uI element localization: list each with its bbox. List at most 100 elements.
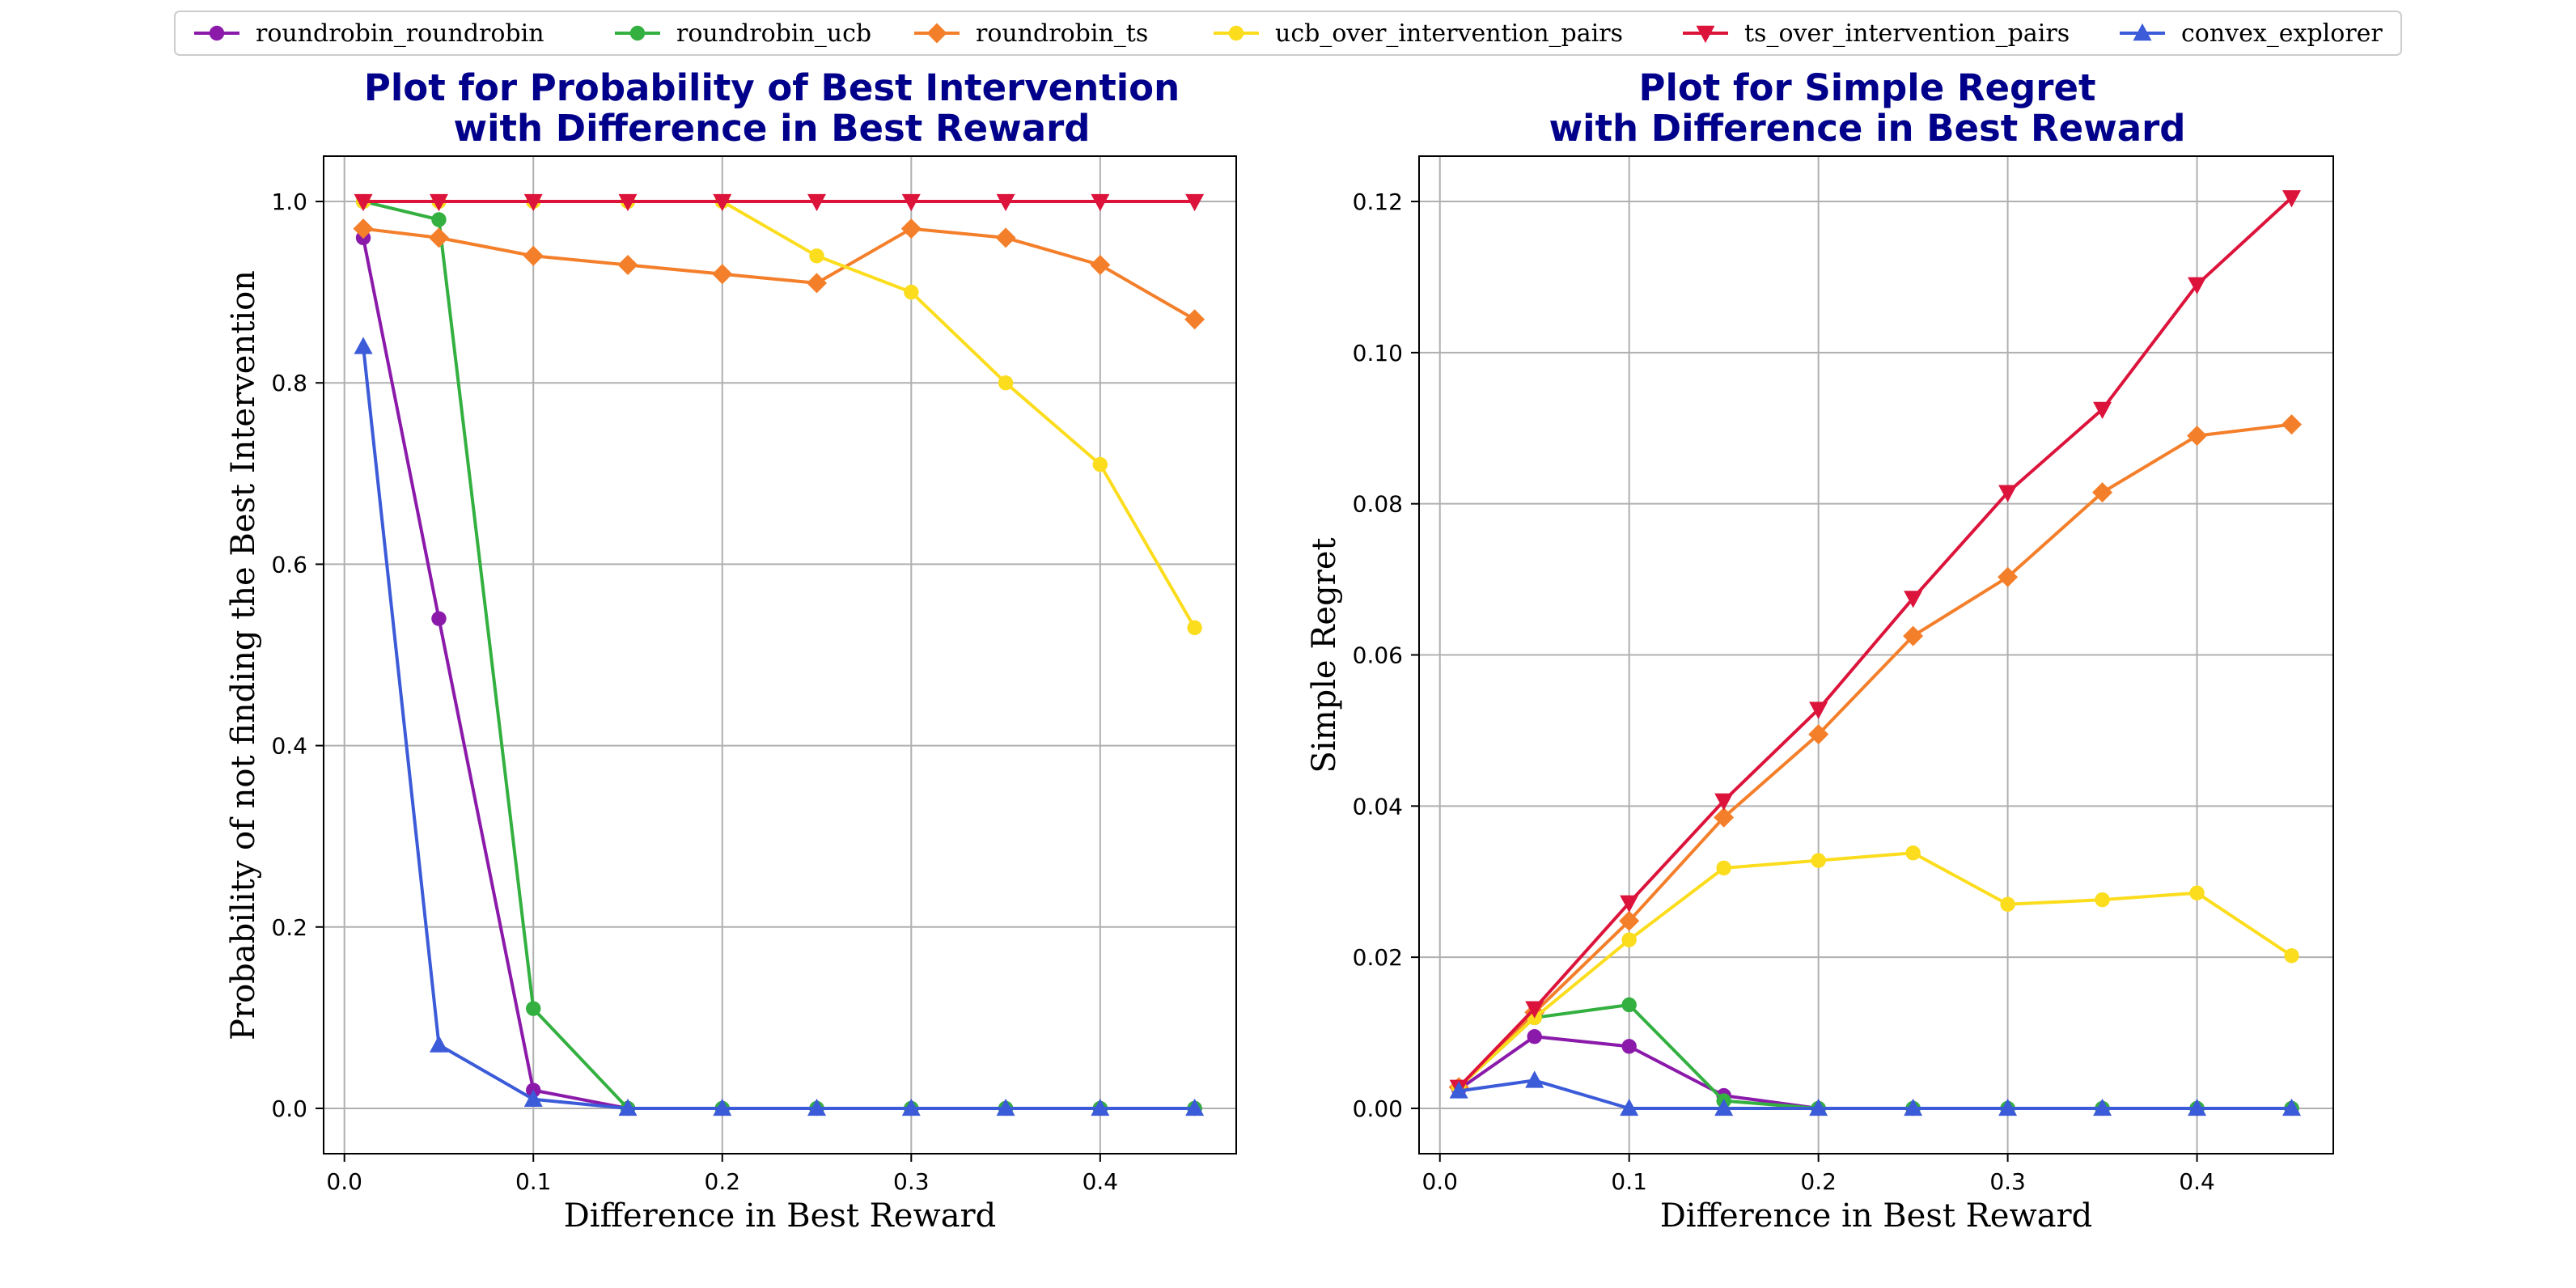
probability-chart-point-roundrobin-ts-7 <box>995 227 1016 248</box>
regret-chart: Plot for Simple Regret with Difference i… <box>1306 66 2334 1235</box>
probability-chart-point-ts-over-intervention-pairs-8 <box>1091 193 1110 212</box>
regret-chart-point-roundrobin-ts-8 <box>2187 426 2208 447</box>
regret-chart-xtick-label-0: 0.0 <box>1421 1168 1458 1195</box>
probability-chart-point-roundrobin-ts-6 <box>900 218 922 239</box>
probability-chart-point-roundrobin-ts-0 <box>353 218 374 239</box>
probability-chart-series-roundrobin-roundrobin <box>355 230 1202 1116</box>
probability-chart: Plot for Probability of Best Interventio… <box>225 66 1237 1235</box>
regret-chart-point-ts-over-intervention-pairs-7 <box>2093 401 2112 419</box>
regret-chart-ticks: 0.0 0.1 0.2 0.3 0.4 0.00 0.02 0.04 0.06 0.08 0.10 0… <box>1353 189 2215 1195</box>
probability-chart-point-roundrobin-ts-1 <box>428 227 449 248</box>
regret-chart-ytick-label-2: 0.04 <box>1353 793 1403 820</box>
legend-marker-ts-over-intervention-pairs <box>1696 25 1715 44</box>
legend-marker-roundrobin-roundrobin <box>209 25 225 41</box>
regret-chart-point-ts-over-intervention-pairs-8 <box>2188 277 2207 294</box>
probability-chart-xtick-label-1: 0.1 <box>515 1168 552 1195</box>
probability-chart-line-roundrobin-ts <box>362 227 1196 321</box>
legend-label-roundrobin-ucb: roundrobin_ucb <box>676 19 871 48</box>
probability-chart-point-ucb-over-intervention-pairs-8 <box>1092 456 1108 472</box>
probability-chart-point-ts-over-intervention-pairs-2 <box>523 193 543 212</box>
probability-chart-title-line1: Plot for Probability of Best Interventio… <box>364 66 1180 109</box>
probability-chart-point-ucb-over-intervention-pairs-7 <box>998 375 1014 391</box>
legend-marker-ucb-over-intervention-pairs <box>1228 25 1244 41</box>
regret-chart-series-ts-over-intervention-pairs <box>1449 190 2302 1097</box>
regret-chart-series-convex-explorer <box>1449 1070 2302 1116</box>
regret-chart-ytick-label-1: 0.02 <box>1353 944 1403 971</box>
regret-chart-point-ts-over-intervention-pairs-4 <box>1809 701 1828 719</box>
regret-chart-point-roundrobin-ts-3 <box>1714 807 1735 828</box>
probability-chart-point-convex-explorer-8 <box>1091 1098 1110 1116</box>
probability-chart-point-roundrobin-ucb-2 <box>526 1001 541 1016</box>
probability-chart-point-ts-over-intervention-pairs-4 <box>713 193 732 212</box>
regret-chart-xtick-label-3: 0.3 <box>1989 1168 2026 1195</box>
regret-chart-line-roundrobin-ucb <box>1457 1003 2292 1110</box>
probability-chart-ytick-label-0: 0.0 <box>271 1095 307 1122</box>
probability-chart-point-roundrobin-ts-3 <box>617 255 638 276</box>
legend-label-convex-explorer: convex_explorer <box>2181 19 2383 48</box>
legend-label-roundrobin-ts: roundrobin_ts <box>976 19 1148 48</box>
probability-chart-point-ts-over-intervention-pairs-7 <box>996 193 1015 212</box>
legend-item-ucb-over-intervention-pairs: ucb_over_intervention_pairs <box>1214 19 1623 48</box>
regret-chart-ytick-label-6: 0.12 <box>1353 189 1403 215</box>
probability-chart-point-ts-over-intervention-pairs-9 <box>1185 193 1205 212</box>
legend-label-ts-over-intervention-pairs: ts_over_intervention_pairs <box>1744 19 2070 48</box>
probability-chart-series-roundrobin-ts <box>353 218 1205 330</box>
legend-item-roundrobin-ucb: roundrobin_ucb <box>615 19 871 48</box>
probability-chart-point-roundrobin-roundrobin-1 <box>431 611 447 626</box>
probability-chart-point-convex-explorer-6 <box>901 1098 921 1116</box>
probability-chart-point-ts-over-intervention-pairs-3 <box>618 193 638 212</box>
regret-chart-point-convex-explorer-0 <box>1449 1081 1468 1099</box>
regret-chart-line-roundrobin-roundrobin <box>1457 1035 2292 1110</box>
regret-chart-point-convex-explorer-8 <box>2188 1098 2207 1116</box>
probability-chart-ytick-label-3: 0.6 <box>271 551 307 578</box>
probability-chart-point-convex-explorer-9 <box>1185 1098 1205 1116</box>
regret-chart-xtick-label-4: 0.4 <box>2179 1168 2215 1195</box>
regret-chart-point-ucb-over-intervention-pairs-5 <box>1905 845 1921 861</box>
regret-chart-point-ts-over-intervention-pairs-3 <box>1714 793 1734 811</box>
regret-chart-title-line1: Plot for Simple Regret <box>1638 66 2095 109</box>
legend-marker-roundrobin-ucb <box>629 25 646 41</box>
regret-chart-point-convex-explorer-7 <box>2093 1098 2112 1116</box>
probability-chart-ytick-label-2: 0.4 <box>271 733 307 760</box>
regret-chart-point-convex-explorer-5 <box>1904 1098 1923 1116</box>
probability-chart-point-convex-explorer-3 <box>618 1098 638 1116</box>
regret-chart-point-convex-explorer-3 <box>1714 1098 1734 1116</box>
probability-chart-point-ucb-over-intervention-pairs-9 <box>1187 620 1202 636</box>
regret-chart-point-ucb-over-intervention-pairs-4 <box>1811 853 1826 868</box>
probability-chart-ytick-label-5: 1.0 <box>271 189 307 215</box>
regret-chart-point-ucb-over-intervention-pairs-9 <box>2284 948 2299 964</box>
probability-chart-line-roundrobin-ucb <box>362 200 1195 1110</box>
legend-label-roundrobin-roundrobin: roundrobin_roundrobin <box>256 19 544 48</box>
legend-item-convex-explorer: convex_explorer <box>2120 19 2383 48</box>
regret-chart-series-roundrobin-ts <box>1448 414 2303 1098</box>
probability-chart-point-ts-over-intervention-pairs-5 <box>807 193 827 212</box>
probability-chart-point-convex-explorer-0 <box>354 337 373 354</box>
legend-marker-convex-explorer <box>2133 23 2152 41</box>
probability-chart-series-ucb-over-intervention-pairs <box>355 193 1202 636</box>
regret-chart-point-roundrobin-roundrobin-1 <box>1527 1029 1542 1044</box>
probability-chart-point-ucb-over-intervention-pairs-6 <box>904 284 919 300</box>
regret-chart-point-roundrobin-ts-7 <box>2092 482 2113 503</box>
regret-chart-title-line2: with Difference in Best Reward <box>1549 107 2186 150</box>
regret-chart-point-ucb-over-intervention-pairs-8 <box>2189 885 2205 900</box>
regret-chart-point-roundrobin-ts-9 <box>2282 414 2303 435</box>
regret-chart-line-ts-over-intervention-pairs <box>1457 196 2293 1089</box>
regret-chart-point-roundrobin-ts-5 <box>1903 625 1924 646</box>
regret-chart-series-roundrobin-ucb <box>1451 997 2299 1116</box>
regret-chart-point-ucb-over-intervention-pairs-6 <box>2000 896 2015 912</box>
legend-item-roundrobin-ts: roundrobin_ts <box>914 19 1148 48</box>
probability-chart-axes-frame <box>323 155 1237 1155</box>
regret-chart-point-roundrobin-ucb-2 <box>1621 997 1637 1013</box>
probability-chart-point-ucb-over-intervention-pairs-5 <box>809 248 824 264</box>
legend-label-ucb-over-intervention-pairs: ucb_over_intervention_pairs <box>1275 19 1623 48</box>
regret-chart-xtick-label-1: 0.1 <box>1611 1168 1647 1195</box>
regret-chart-ytick-label-0: 0.00 <box>1353 1095 1403 1122</box>
probability-chart-series-roundrobin-ucb <box>355 193 1202 1116</box>
probability-chart-ytick-label-4: 0.8 <box>271 370 307 396</box>
regret-chart-point-convex-explorer-6 <box>1998 1098 2018 1116</box>
probability-chart-point-ts-over-intervention-pairs-6 <box>901 193 921 212</box>
probability-chart-point-roundrobin-ts-4 <box>712 264 733 285</box>
probability-chart-point-roundrobin-ts-9 <box>1184 309 1205 330</box>
probability-chart-ylabel: Probability of not finding the Best Inte… <box>225 270 262 1040</box>
